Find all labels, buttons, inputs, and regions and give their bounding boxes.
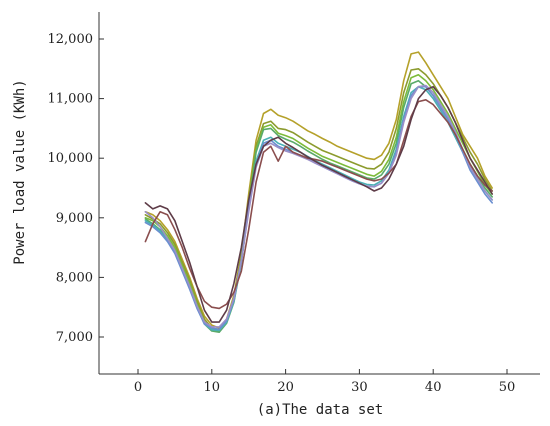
x-tick-label: 30 [351, 380, 368, 395]
x-tick-label: 20 [277, 380, 294, 395]
series-line-9 [144, 85, 493, 323]
series-line-4 [144, 79, 493, 333]
y-tick-label: 10,000 [48, 151, 94, 166]
series-line-7 [144, 84, 493, 328]
series-line-6 [144, 85, 493, 331]
y-tick-label: 8,000 [56, 270, 93, 285]
series-layer [144, 51, 493, 333]
x-tick-label: 40 [425, 380, 442, 395]
x-tick-label: 0 [134, 380, 142, 395]
series-line-5 [144, 85, 493, 332]
x-tick-label: 10 [204, 380, 221, 395]
series-line-2 [144, 68, 493, 331]
x-tick-label: 50 [499, 380, 516, 395]
y-tick-label: 11,000 [48, 92, 94, 107]
series-line-1 [144, 51, 493, 329]
y-tick-label: 12,000 [48, 32, 94, 47]
y-tick-label: 9,000 [56, 211, 93, 226]
series-line-8 [144, 99, 493, 310]
y-axis-title: Power load value (KWh) [12, 79, 28, 264]
y-tick-label: 7,000 [56, 330, 93, 345]
axes: 7,000 8,000 9,000 10,000 11,000 12,000 0 10 20 30… [48, 12, 540, 395]
x-axis-title: (a)The data set [257, 402, 383, 418]
